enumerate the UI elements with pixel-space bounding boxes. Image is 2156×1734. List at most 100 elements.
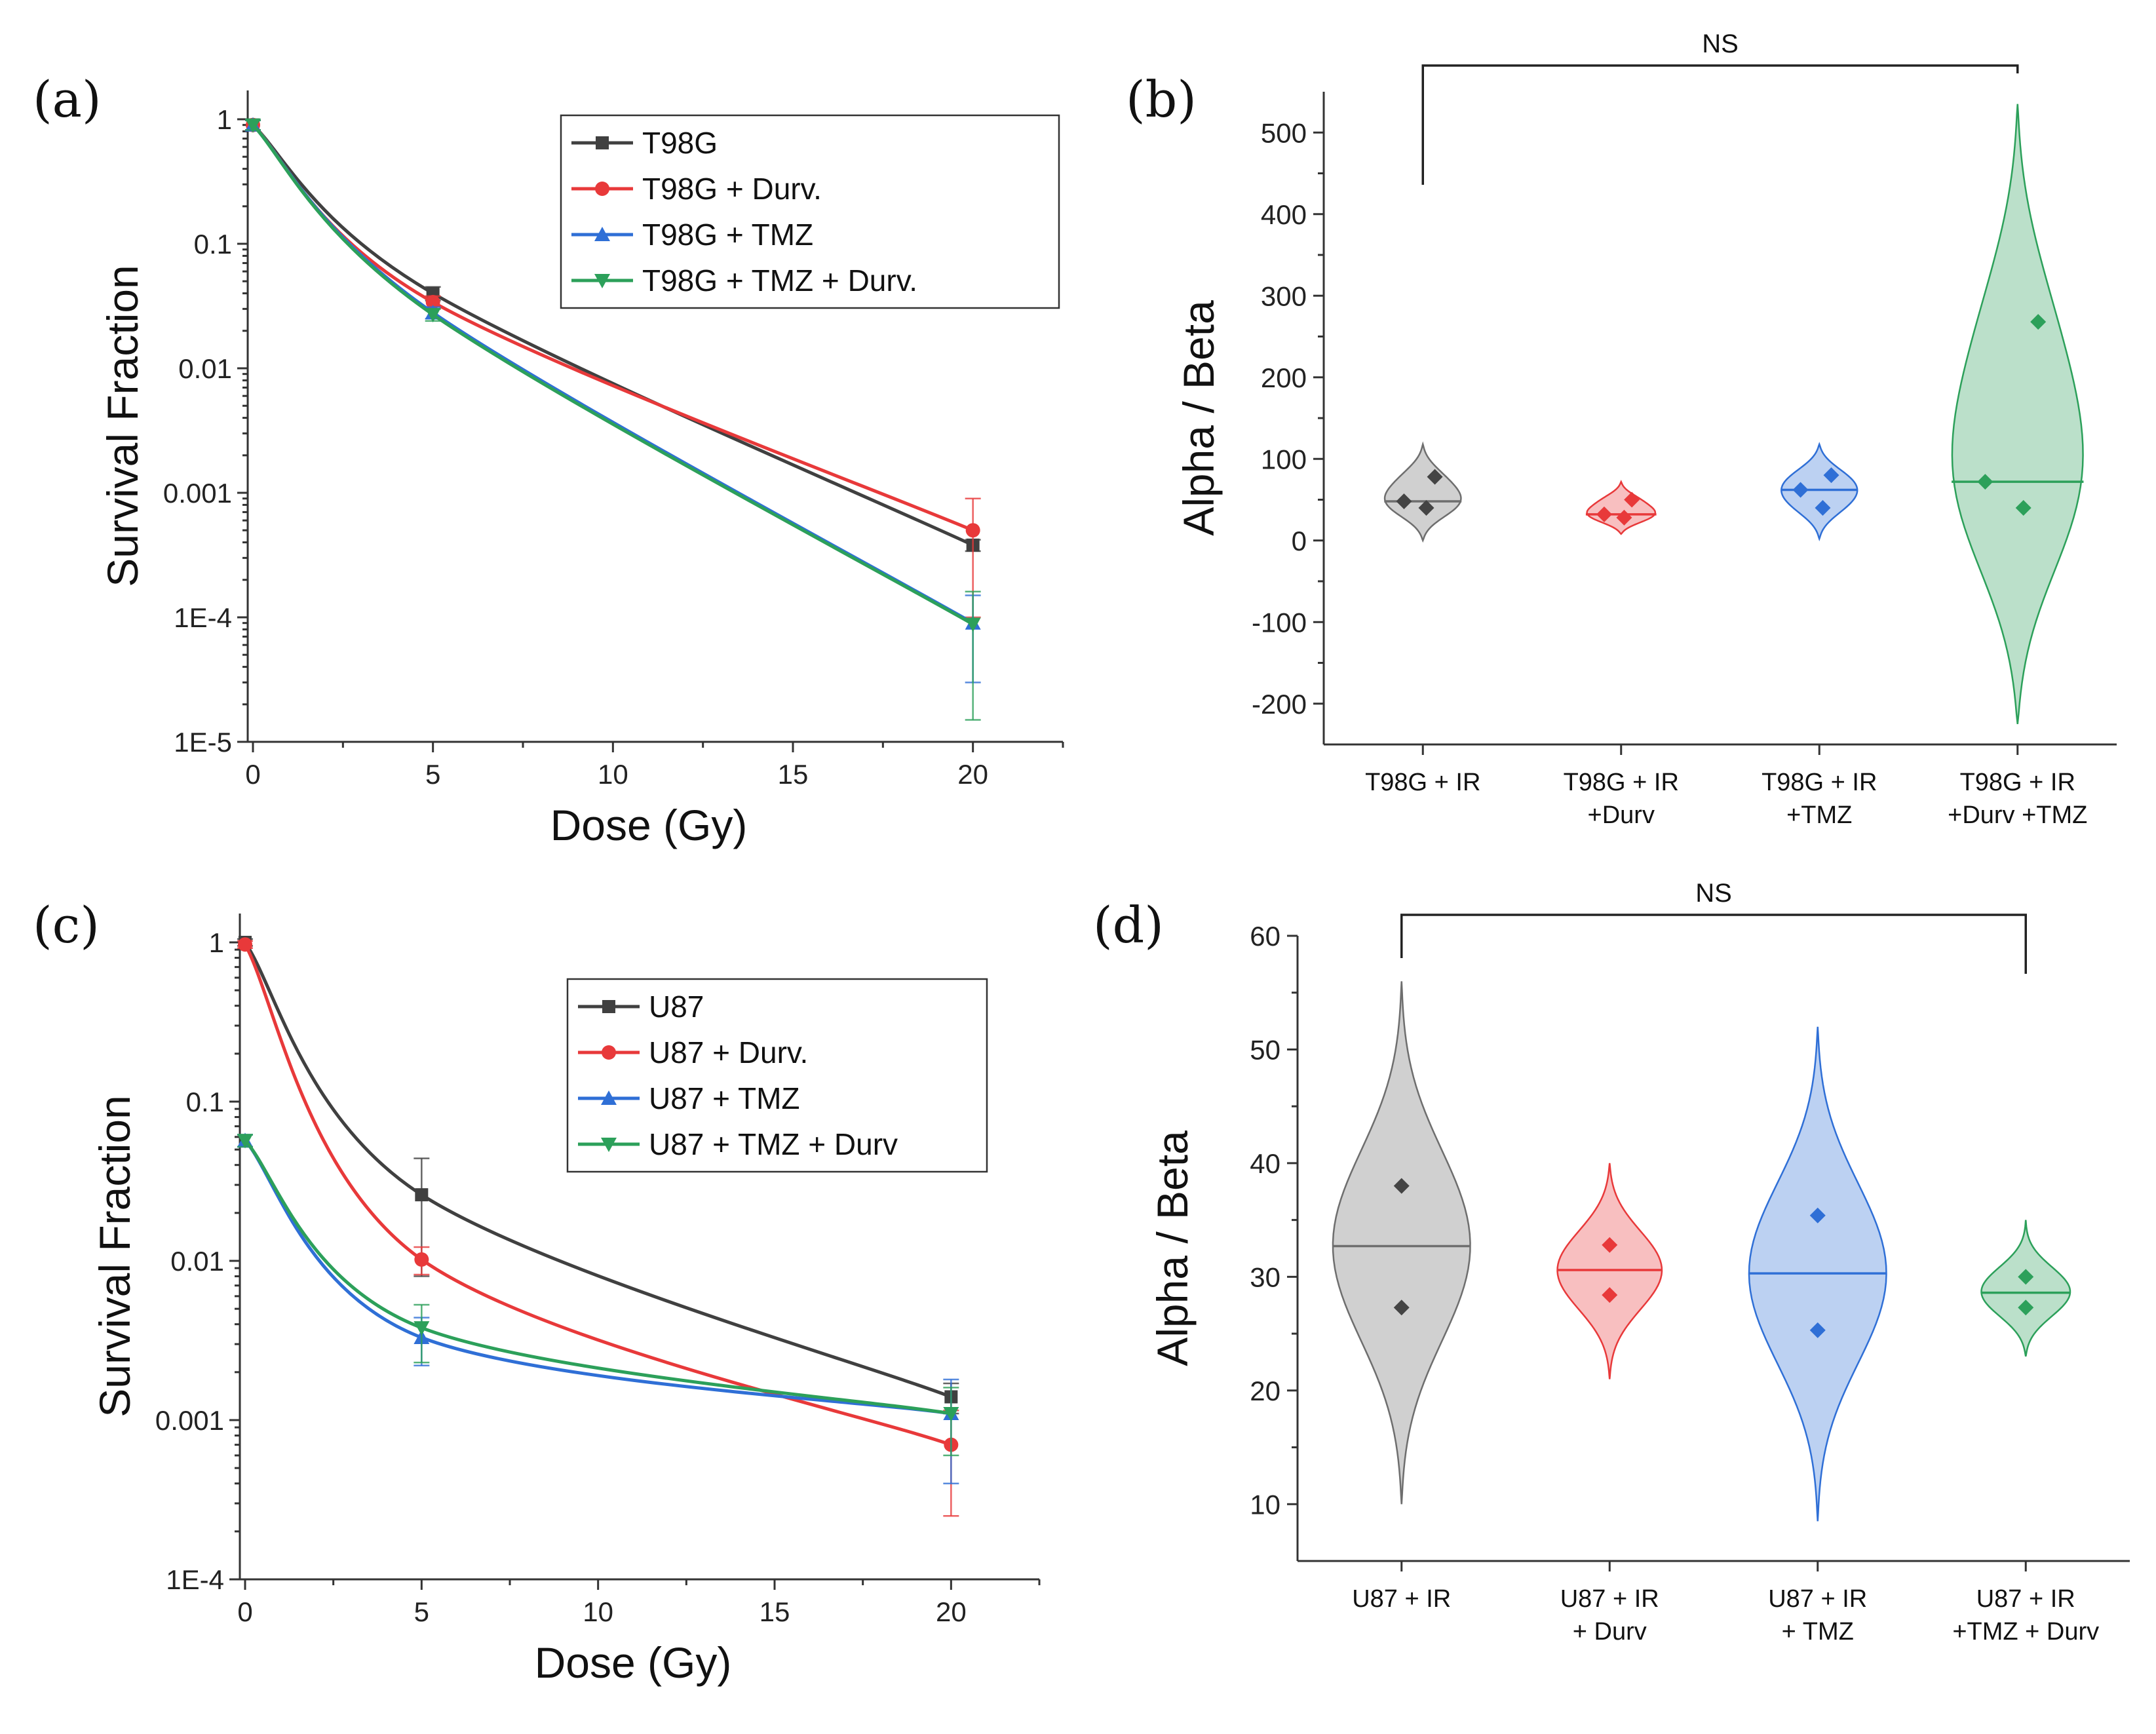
data-point [965,617,981,632]
panel-a-plot-area: 0 5 10 15 20 1 0.1 0.01 0.001 1E-4 1E-5 Dose (Gy) Su… [98,90,1064,849]
data-point [2018,1300,2034,1316]
data-point [1809,1207,1826,1223]
x-tick-label: 20 [936,1596,967,1627]
panel-c-survival-u87: (c) 0 5 10 15 20 1 0.1 0.01 0.001 1E-4 Dose (Gy) Su… [33,896,1041,1687]
data-point [425,295,440,310]
data-point [1602,1287,1618,1303]
y-tick-label: 40 [1250,1148,1280,1179]
legend-marker [601,1138,617,1152]
data-point [1977,474,1993,490]
panel-b-alpha-beta-t98g: (b) -200 -100 0 100 200 300 400 500 Alpha / Beta… [1126,29,2117,829]
y-tick-label: 1E-4 [174,602,232,633]
violin-shape [1980,1220,2071,1357]
data-point [965,523,980,538]
data-point [2018,1269,2034,1285]
y-tick-label: 1E-5 [174,727,232,758]
y-tick-label: 0.001 [155,1405,224,1436]
data-point [2030,314,2047,330]
y-tick-label: 60 [1250,921,1280,952]
bracket-line [1400,914,2027,974]
y-tick-label: 1 [209,927,224,958]
data-point [415,1188,429,1202]
y-tick-label: 0.1 [194,229,232,260]
y-tick-label: 0.1 [186,1087,224,1117]
y-tick-label: 10 [1250,1489,1280,1520]
legend-entry: U87 + TMZ + Durv [649,1127,898,1161]
legend-marker [602,1000,615,1013]
data-point [414,1252,429,1267]
x-tick-label: 15 [760,1596,790,1627]
x-tick-label: 0 [237,1596,252,1627]
category-label: T98G + IR [1960,769,2075,796]
x-tick-label: 15 [778,759,809,790]
y-tick-label: 200 [1261,362,1307,393]
legend-box [566,978,988,1173]
data-point [1616,509,1632,526]
violin-group-2: T98G + IR +Durv [1564,480,1679,829]
significance-bracket: NS [1400,879,2027,974]
violin-shape [1383,441,1462,543]
y-tick-label: 30 [1250,1262,1280,1292]
legend-entry: U87 [649,990,704,1024]
y-tick-label: 300 [1261,280,1307,311]
x-tick-label: 5 [425,759,440,790]
series-line [244,1139,952,1416]
violin-group-3: U87 + IR + TMZ [1748,1026,1887,1646]
category-label: T98G + IR [1761,769,1877,796]
data-point [1393,1300,1410,1316]
data-point [1427,469,1443,485]
y-tick-label: 0.01 [170,1246,224,1277]
y-tick-label: 20 [1250,1376,1280,1406]
violin-group-1: U87 + IR [1332,981,1471,1613]
series-line [243,943,952,1447]
legend-marker [595,182,609,196]
legend: T98G T98G + Durv. T98G + TMZ T98G + TMZ + D… [560,114,1060,309]
y-axis-title: Survival Fraction [90,1095,139,1417]
panel-a-survival-t98g: (a) 0 5 10 15 20 1 0.1 0.01 0.001 1E-4 1E-5 Dose (G… [33,70,1064,849]
violin-shape [1586,480,1657,535]
x-axis-title: Dose (Gy) [550,801,748,849]
data-point [1823,467,1839,484]
y-tick-label: 1E-4 [166,1564,224,1595]
series-t98g-tmz-durv- [245,118,981,721]
category-label: U87 + IR [1976,1585,2075,1613]
violin-shape [1781,442,1858,542]
panel-b-plot-area: -200 -100 0 100 200 300 400 500 Alpha / Beta T98G… [1174,29,2117,829]
category-label: U87 + IR [1352,1585,1451,1613]
category-label: +TMZ [1786,801,1852,829]
category-label: T98G + IR [1365,769,1480,796]
panel-c-label: (c) [33,896,100,954]
legend-entry: T98G [642,126,718,160]
data-point [1596,506,1612,522]
violin-shape [1951,104,2084,725]
data-point [1792,482,1809,498]
category-label: T98G + IR [1564,769,1679,796]
y-tick-label: 100 [1261,444,1307,474]
legend-marker [594,274,610,288]
y-tick-label: -100 [1252,607,1307,638]
violin-group-1: T98G + IR [1365,441,1480,796]
significance-bracket: NS [1421,29,2019,185]
data-point [1624,491,1640,508]
data-point [1418,499,1434,516]
y-tick-label: 500 [1261,117,1307,148]
category-label: U87 + IR [1560,1585,1659,1613]
category-label: +Durv +TMZ [1948,801,2087,829]
y-tick-label: 400 [1261,199,1307,230]
y-tick-label: 0.01 [178,353,232,384]
panel-d-label: (d) [1093,896,1164,954]
data-point [1393,1178,1410,1194]
significance-label: NS [1695,879,1732,908]
category-label: +Durv [1588,801,1655,829]
legend-entry: U87 + Durv. [649,1035,808,1069]
category-label: + TMZ [1782,1618,1854,1646]
data-point [245,118,261,133]
category-label: + Durv [1573,1618,1647,1646]
legend-marker [602,1045,616,1060]
legend-marker [594,227,610,241]
y-tick-label: 0 [1292,526,1307,556]
legend-entry: T98G + Durv. [642,172,822,206]
